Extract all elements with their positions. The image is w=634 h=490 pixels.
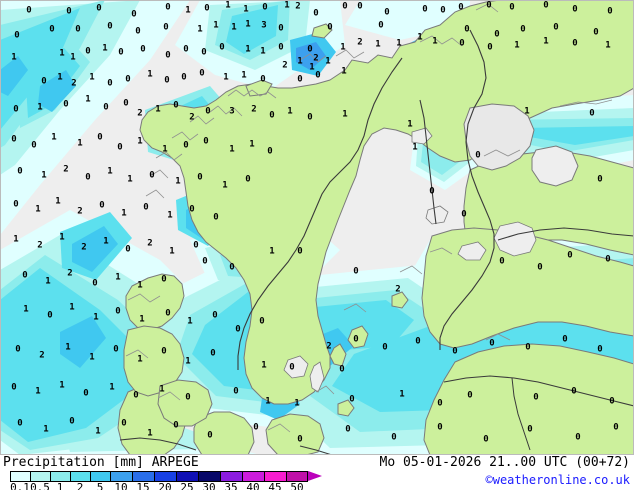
land-bornholm: [337, 399, 355, 417]
border-finland-russia: [439, 29, 495, 350]
colorbar-segment-10: [110, 471, 132, 482]
colorbar-segment-35: [220, 471, 242, 482]
map-canvas: [0, 0, 634, 455]
colorbar-tick-10: 10: [114, 481, 128, 490]
land-denmark-islands: [193, 411, 255, 455]
colorbar-segment-25: [176, 471, 198, 482]
colorbar-tick-15: 15: [136, 481, 150, 490]
colorbar-tick-50: 50: [290, 481, 304, 490]
border-sweden-finland: [419, 99, 437, 225]
colorbar-tick-5: 5: [96, 481, 104, 490]
land-gotland: [347, 325, 369, 349]
border-norway-sweden: [237, 57, 403, 370]
land-aland: [391, 291, 409, 309]
legend-footer: Precipitation [mm] ARPEGE Mo 05-01-2026 …: [0, 455, 634, 490]
water-onega: [531, 145, 579, 187]
colorbar-segment-0.1: [10, 471, 30, 482]
water-vattern: [309, 361, 325, 393]
border-germany-poland: [299, 445, 333, 455]
forecast-datetime: Mo 05-01-2026 21..00 UTC (00+72): [379, 455, 630, 470]
colorbar-tick-25: 25: [180, 481, 194, 490]
colorbar-tick-1: 1: [56, 481, 64, 490]
colorbar-segment-15: [132, 471, 154, 482]
colorbar-segment-2: [70, 471, 90, 482]
water-vanern: [283, 355, 309, 379]
colorbar-segment-45: [264, 471, 286, 482]
land-oland: [329, 343, 347, 367]
land-scotland: [125, 273, 185, 331]
colorbar[interactable]: 0.1 0.5 1 2 5 10 15 20 25 30 35 40 45 50: [10, 471, 322, 490]
colorbar-segment-50: [286, 471, 308, 482]
colorbar-segment-30: [198, 471, 220, 482]
colorbar-tick-2: 2: [76, 481, 84, 490]
colorbar-segment-20: [154, 471, 176, 482]
colorbar-segment-5: [90, 471, 110, 482]
border-russia-north: [497, 227, 634, 241]
legend-title: Precipitation [mm] ARPEGE: [3, 455, 199, 470]
land-baltic-east: [423, 343, 634, 455]
water-saimaa: [457, 241, 487, 261]
colorbar-tick-35: 35: [224, 481, 238, 490]
copyright-label: ©weatheronline.co.uk: [485, 473, 631, 487]
water-white-sea: [463, 103, 535, 171]
border-denmark-germany: [119, 437, 197, 451]
colorbar-tick-0.1: 0.1: [10, 481, 30, 490]
border-baltic-states: [443, 375, 634, 407]
colorbar-segment-0.5: [30, 471, 50, 482]
colorbar-tick-30: 30: [202, 481, 216, 490]
water-inari: [411, 127, 433, 145]
land-britain-fragment: [157, 379, 213, 427]
colorbar-segment-40: [242, 471, 264, 482]
water-lake-nordic: [425, 205, 449, 225]
colorbar-segment-1: [50, 471, 70, 482]
colorbar-tick-0.5: 0.5: [30, 481, 50, 490]
border-baltic-inner: [511, 377, 531, 451]
colorbar-tick-20: 20: [158, 481, 172, 490]
colorbar-overflow-arrow: [308, 471, 322, 481]
land-arctic-isle: [311, 23, 333, 39]
colorbar-swatches: [10, 471, 308, 482]
water-ladoga: [493, 221, 537, 257]
coastline-detail: [125, 3, 613, 433]
colorbar-tick-45: 45: [268, 481, 282, 490]
colorbar-tick-40: 40: [246, 481, 260, 490]
land-lofoten-a: [245, 79, 273, 97]
